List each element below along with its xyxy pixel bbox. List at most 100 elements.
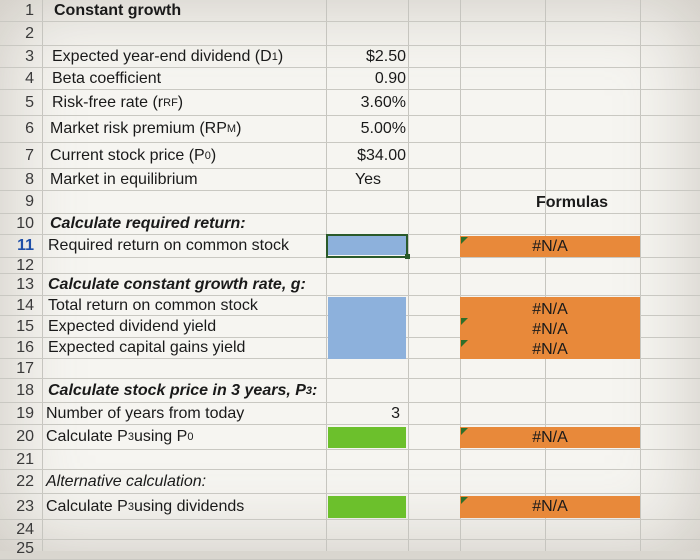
row-number: 15: [16, 317, 34, 335]
row-4[interactable]: 4 Beta coefficient 0.90: [0, 68, 700, 90]
column-divider: [408, 0, 409, 551]
row-25[interactable]: 25: [0, 540, 700, 560]
row-number: 25: [16, 540, 34, 557]
input-label: Expected year-end dividend (D 1): [52, 47, 284, 65]
input-value[interactable]: 0.90: [374, 69, 406, 87]
formula-result: #N/A: [532, 341, 568, 358]
formula-result: #N/A: [532, 498, 568, 515]
section-heading: Calculate required return:: [50, 215, 246, 232]
calc-label: Total return on common stock: [48, 296, 258, 314]
input-value[interactable]: 5.00%: [360, 120, 406, 137]
row-number: 17: [16, 359, 34, 377]
row-number: 10: [16, 215, 34, 232]
column-divider: [42, 0, 43, 551]
row-number: 8: [25, 170, 34, 188]
sheet-title: Constant growth: [54, 1, 182, 19]
selected-cell-border: [326, 234, 408, 258]
section-heading: Calculate constant growth rate, g:: [48, 275, 306, 293]
row-22[interactable]: 22 Alternative calculation:: [0, 470, 700, 494]
row-11[interactable]: 11 Required return on common stock #N/A: [0, 234, 700, 259]
calc-label: Expected capital gains yield: [48, 339, 246, 356]
row-21[interactable]: 21: [0, 450, 700, 470]
row-number: 1: [25, 1, 34, 19]
formula-result: #N/A: [532, 321, 568, 338]
error-indicator-icon: [461, 237, 468, 244]
row-19[interactable]: 19 Number of years from today 3: [0, 403, 700, 425]
row-7[interactable]: 7 Current stock price (P 0) $34.00: [0, 143, 700, 169]
input-label: Risk-free rate (r RF): [52, 93, 184, 111]
row-number: 9: [25, 193, 34, 210]
input-value[interactable]: 3.60%: [360, 93, 406, 111]
input-label: Market risk premium (RP M): [50, 120, 242, 137]
input-label: Beta coefficient: [52, 69, 162, 87]
row-number: 12: [16, 256, 34, 274]
column-divider: [460, 0, 461, 551]
row-2[interactable]: 2: [0, 22, 700, 46]
formula-result: #N/A: [532, 301, 568, 318]
error-indicator-icon: [461, 340, 468, 347]
row-9[interactable]: 9 Formulas: [0, 191, 700, 214]
row-8[interactable]: 8 Market in equilibrium Yes: [0, 169, 700, 191]
error-indicator-icon: [461, 497, 468, 504]
answer-cells[interactable]: [328, 297, 406, 359]
row-12[interactable]: 12: [0, 256, 700, 274]
row-number: 21: [16, 450, 34, 468]
row-number: 13: [16, 275, 34, 293]
column-divider: [640, 0, 641, 551]
row-number: 2: [25, 24, 34, 42]
row-number: 4: [25, 69, 34, 87]
error-indicator-icon: [461, 318, 468, 325]
row-5[interactable]: 5 Risk-free rate (r RF) 3.60%: [0, 90, 700, 116]
row-number: 11: [17, 237, 34, 254]
row-number: 14: [16, 296, 34, 314]
section-heading: Alternative calculation:: [46, 472, 207, 490]
row-24[interactable]: 24: [0, 520, 700, 540]
row-number: 6: [25, 120, 34, 137]
input-value[interactable]: $2.50: [365, 47, 406, 65]
formula-cell[interactable]: [460, 427, 640, 448]
input-value[interactable]: 3: [391, 404, 400, 422]
row-number: 24: [16, 520, 34, 538]
input-value[interactable]: $34.00: [357, 146, 406, 164]
column-divider: [545, 0, 546, 551]
row-number: 19: [16, 404, 34, 422]
input-label: Current stock price (P 0): [50, 146, 217, 164]
row-number: 23: [16, 497, 34, 515]
input-value[interactable]: Yes: [354, 170, 382, 188]
fill-handle[interactable]: [405, 254, 410, 259]
row-17[interactable]: 17: [0, 359, 700, 379]
answer-cell[interactable]: [328, 496, 406, 518]
row-number: 3: [25, 47, 34, 65]
row-3[interactable]: 3 Expected year-end dividend (D 1) $2.50: [0, 46, 700, 68]
formula-cells[interactable]: [460, 297, 640, 359]
row-number: 5: [25, 93, 34, 111]
row-13[interactable]: 13 Calculate constant growth rate, g:: [0, 274, 700, 296]
formula-result: #N/A: [532, 428, 568, 446]
formula-result: #N/A: [532, 237, 568, 255]
calc-label: Number of years from today: [46, 404, 245, 422]
row-10[interactable]: 10 Calculate required return:: [0, 214, 700, 235]
row-number: 20: [16, 428, 34, 445]
formulas-header: Formulas: [536, 194, 609, 211]
row-number: 16: [16, 339, 34, 356]
formula-cell[interactable]: [460, 236, 640, 257]
answer-cell[interactable]: [328, 427, 406, 448]
row-6[interactable]: 6 Market risk premium (RP M) 5.00%: [0, 116, 700, 143]
calc-label: Required return on common stock: [48, 237, 289, 254]
row-number: 18: [16, 381, 34, 399]
row-1[interactable]: 1 Constant growth: [0, 0, 700, 22]
calc-label: Expected dividend yield: [48, 317, 217, 335]
error-indicator-icon: [461, 428, 468, 435]
answer-cell[interactable]: [328, 236, 406, 255]
column-divider: [326, 0, 327, 551]
input-label: Market in equilibrium: [50, 170, 198, 188]
row-number: 7: [25, 146, 34, 164]
formula-cell[interactable]: [460, 496, 640, 518]
